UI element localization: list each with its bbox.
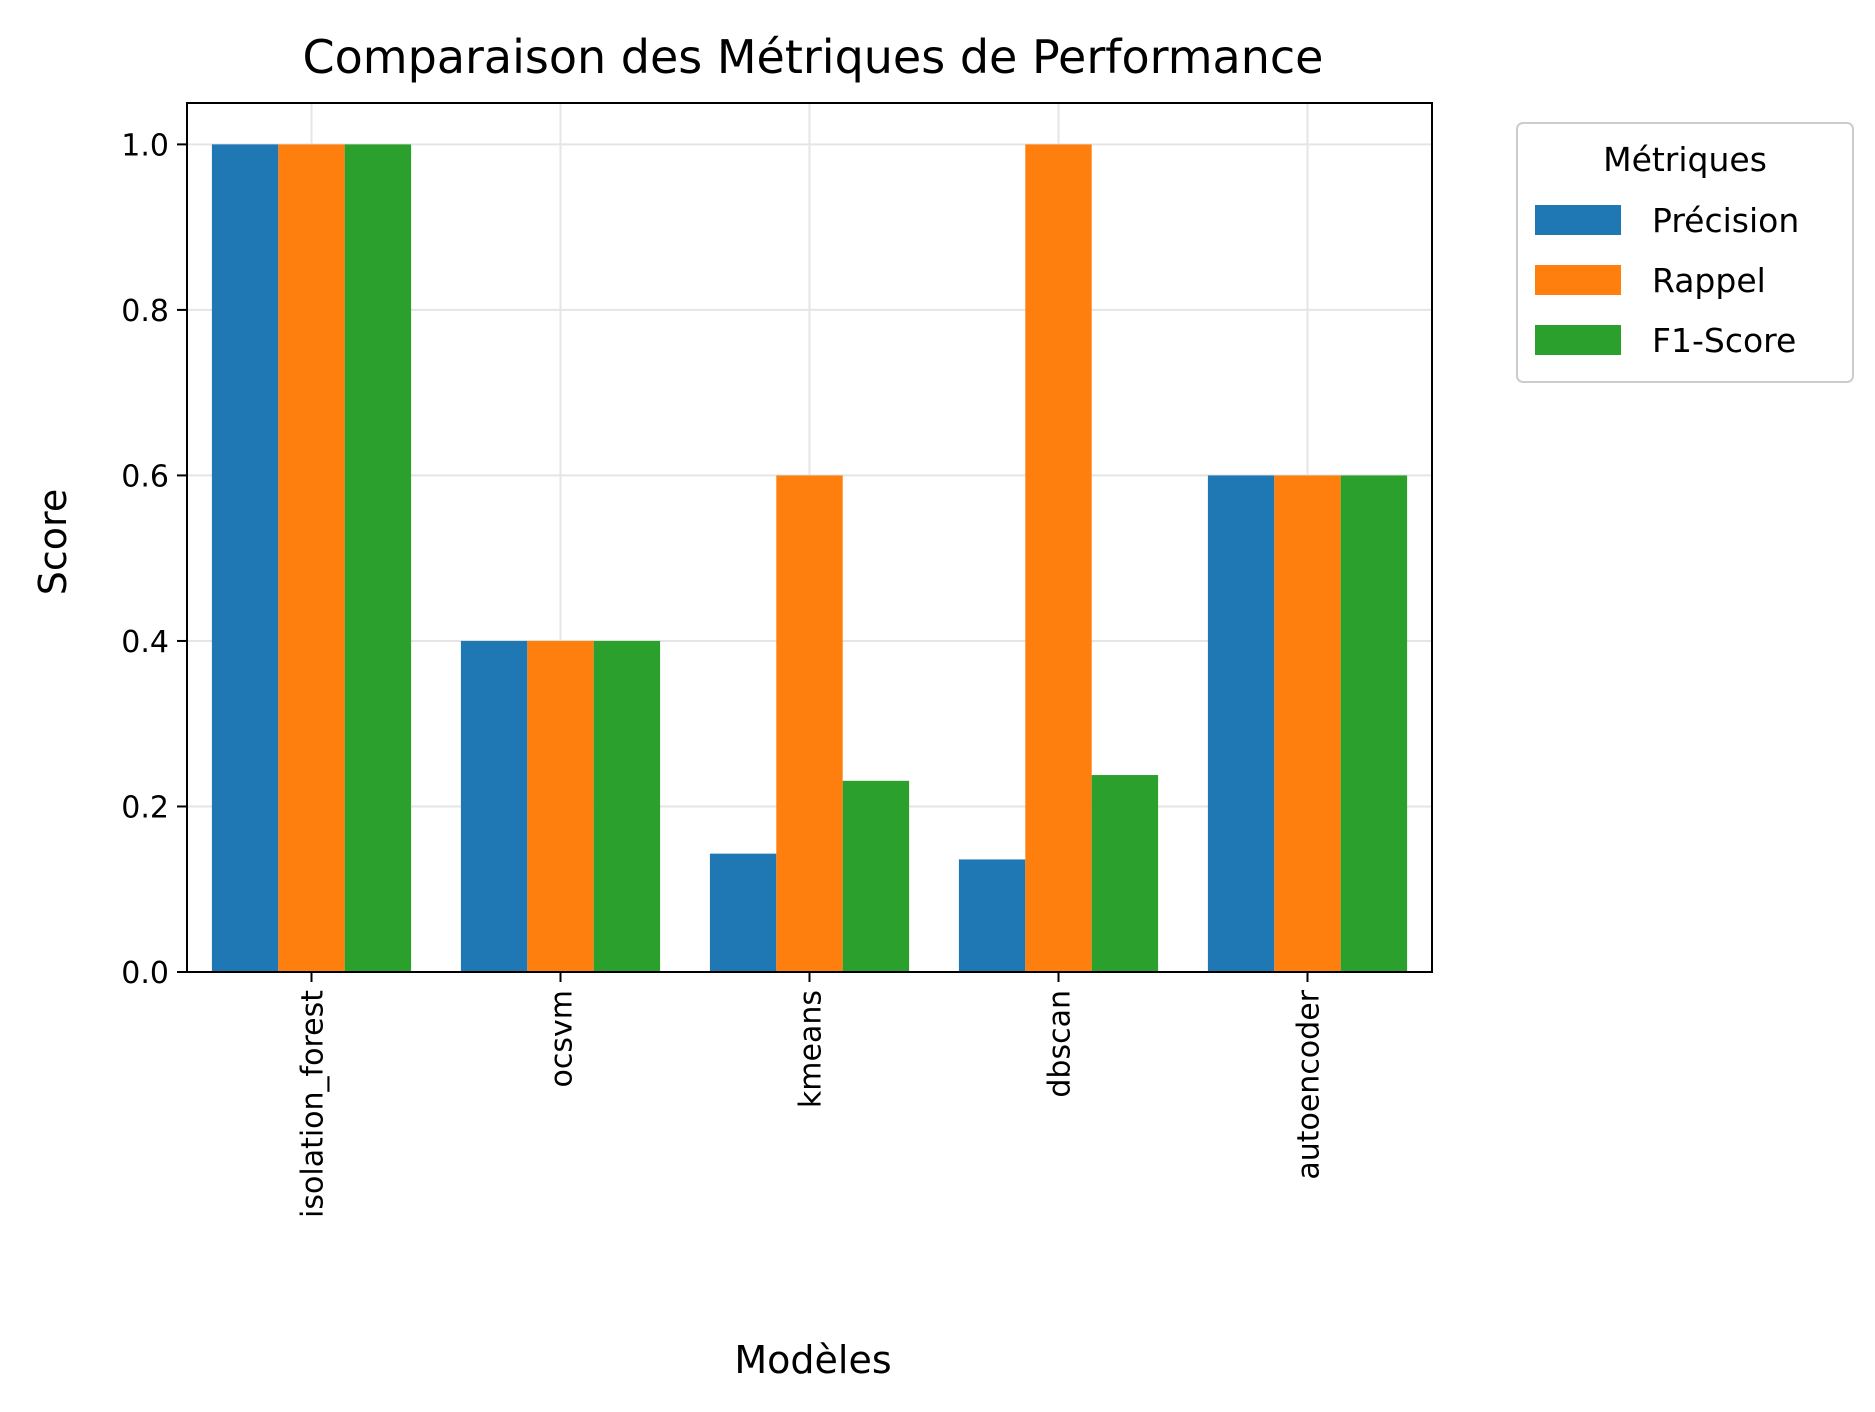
y-tick-label: 0.8 (121, 294, 169, 329)
x-tick-label: autoencoder (1292, 989, 1327, 1179)
y-tick-label: 0.2 (121, 790, 169, 825)
bar-rappel-autoencoder (1274, 475, 1341, 972)
y-tick-label: 0.4 (121, 625, 169, 660)
bar-rappel-dbscan (1025, 144, 1092, 972)
x-tick-label: ocsvm (545, 990, 580, 1087)
bar-rappel-ocsvm (527, 640, 594, 972)
bar-f1-score-isolation-forest (344, 144, 412, 972)
chart-title: Comparaison des Métriques de Performance (303, 30, 1324, 84)
bar-pr-cision-ocsvm (460, 640, 528, 972)
legend-frame (1516, 122, 1854, 383)
legend: Métriques Précision Rappel F1-Score (1516, 122, 1854, 383)
y-tick-label: 0.0 (121, 956, 169, 991)
legend-swatch (1535, 325, 1621, 355)
x-tick-label: kmeans (794, 990, 829, 1108)
bar-f1-score-ocsvm (593, 640, 661, 972)
legend-items: Précision Rappel F1-Score (1535, 201, 1799, 360)
legend-title: Métriques (1603, 140, 1767, 179)
legend-label: Précision (1652, 201, 1799, 240)
x-axis: isolation_forest ocsvm kmeans dbscan autoenc… (296, 972, 1327, 1218)
bar-rappel-isolation-forest (278, 144, 345, 972)
x-tick-label: isolation_forest (296, 990, 331, 1218)
x-axis-label: Modèles (734, 1338, 891, 1382)
legend-swatch (1535, 265, 1621, 295)
bar-pr-cision-autoencoder (1207, 475, 1275, 972)
legend-label: F1-Score (1652, 321, 1796, 360)
legend-label: Rappel (1652, 261, 1766, 300)
bar-f1-score-dbscan (1091, 775, 1159, 972)
y-tick-label: 0.6 (121, 459, 169, 494)
bars-layer (211, 144, 1408, 972)
bar-pr-cision-dbscan (958, 859, 1026, 972)
y-axis-label: Score (31, 489, 75, 595)
x-tick-label: dbscan (1043, 990, 1078, 1098)
y-tick-label: 1.0 (121, 128, 169, 163)
bar-rappel-kmeans (776, 475, 843, 972)
bar-f1-score-kmeans (842, 780, 910, 972)
y-axis: 0.0 0.2 0.4 0.6 0.8 1.0 (121, 128, 187, 991)
bar-pr-cision-kmeans (709, 853, 777, 972)
legend-swatch (1535, 205, 1621, 235)
bar-f1-score-autoencoder (1340, 475, 1408, 972)
bar-pr-cision-isolation-forest (211, 144, 279, 972)
